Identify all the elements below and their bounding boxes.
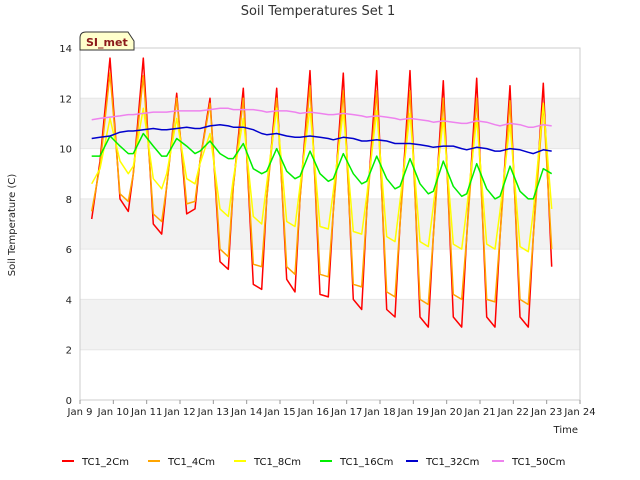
y-tick-label: 2 xyxy=(66,346,72,357)
legend: TC1_2Cm TC1_4Cm TC1_8Cm TC1_16Cm TC1_32Cm TC1… xyxy=(62,457,565,468)
x-tick-label: Jan 12 xyxy=(163,407,195,418)
x-tick-label: Jan 13 xyxy=(197,407,229,418)
series-line-tc1-8cm xyxy=(91,102,553,253)
series-line-tc1-32cm xyxy=(91,123,552,155)
grid-bands xyxy=(80,98,580,350)
x-tick-label: Jan 24 xyxy=(563,407,595,418)
y-axis-title: Soil Temperature (C) xyxy=(7,174,18,277)
y-tick-label: 0 xyxy=(66,396,72,407)
badge-label: SI_met xyxy=(86,36,128,49)
plot-frame xyxy=(79,47,581,401)
series-lines xyxy=(90,57,553,328)
x-tick-label: Jan 20 xyxy=(430,407,462,418)
x-tick-label: Jan 15 xyxy=(263,407,295,418)
x-tick-label: Jan 18 xyxy=(363,407,395,418)
x-tick-label: Jan 11 xyxy=(130,407,162,418)
series-line-tc1-50cm xyxy=(91,107,552,128)
grid-band xyxy=(80,98,580,149)
x-tick-label: Jan 17 xyxy=(330,407,362,418)
chart-title: Soil Temperatures Set 1 xyxy=(241,4,396,19)
y-tick-label: 6 xyxy=(66,245,72,256)
x-axis-ticks: Jan 9 Jan 10 Jan 11 Jan 12 Jan 13 Jan 14 Jan 1… xyxy=(67,400,596,418)
series-line-tc1-16cm xyxy=(91,132,553,200)
x-tick-label: Jan 9 xyxy=(67,407,93,418)
x-tick-label: Jan 22 xyxy=(497,407,529,418)
x-tick-label: Jan 16 xyxy=(297,407,329,418)
x-tick-label: Jan 21 xyxy=(463,407,495,418)
x-axis-title: Time xyxy=(553,425,578,436)
legend-label: TC1_32Cm xyxy=(425,457,479,468)
y-tick-label: 14 xyxy=(59,44,72,55)
x-tick-label: Jan 19 xyxy=(397,407,429,418)
y-tick-label: 4 xyxy=(66,295,72,306)
y-axis-ticks: 0 2 4 6 8 10 12 14 xyxy=(59,44,72,407)
y-tick-label: 12 xyxy=(59,94,72,105)
legend-label: TC1_2Cm xyxy=(81,457,129,468)
x-tick-label: Jan 23 xyxy=(530,407,562,418)
y-tick-label: 10 xyxy=(59,145,72,156)
grid-band xyxy=(80,299,580,350)
legend-label: TC1_16Cm xyxy=(339,457,393,468)
legend-label: TC1_4Cm xyxy=(167,457,215,468)
x-tick-label: Jan 14 xyxy=(230,407,262,418)
grid-band xyxy=(80,198,580,250)
legend-label: TC1_50Cm xyxy=(511,457,565,468)
y-tick-label: 8 xyxy=(66,195,72,206)
x-tick-label: Jan 10 xyxy=(97,407,129,418)
legend-label: TC1_8Cm xyxy=(253,457,301,468)
station-badge: SI_met xyxy=(79,31,135,51)
badge-box xyxy=(79,31,135,51)
